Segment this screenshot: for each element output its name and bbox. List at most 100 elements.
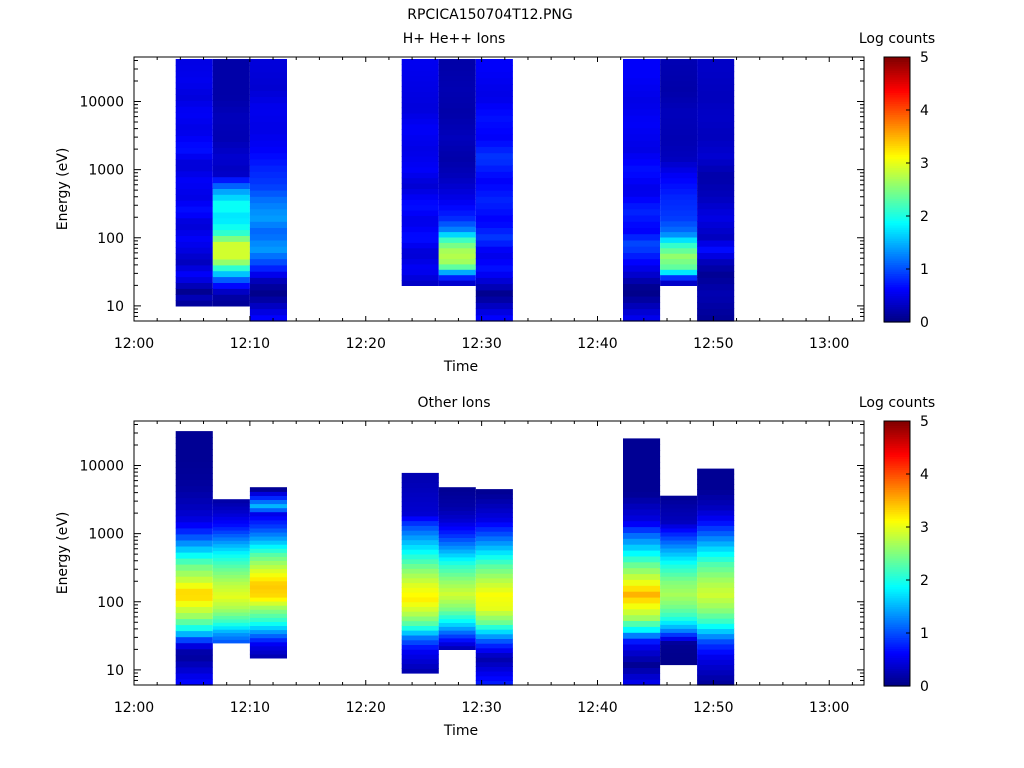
energy-bin bbox=[212, 129, 250, 137]
panel-2: 12:00 12:10 12:20 12:30 12:40 12:50 13:0010100… bbox=[55, 395, 935, 739]
energy-bin bbox=[175, 624, 213, 632]
colorbar-swatch bbox=[884, 134, 910, 138]
energy-bin bbox=[175, 258, 213, 266]
colorbar-swatch bbox=[884, 202, 910, 206]
energy-bin bbox=[401, 482, 439, 488]
energy-bin bbox=[475, 619, 513, 625]
energy-bin bbox=[401, 263, 439, 270]
y-tick-label: 10000 bbox=[79, 95, 124, 111]
energy-bin bbox=[175, 467, 213, 474]
colorbar-swatch bbox=[884, 504, 910, 508]
energy-bin bbox=[175, 497, 213, 505]
energy-bin bbox=[212, 135, 250, 142]
colorbar-swatch bbox=[884, 451, 910, 455]
energy-bin bbox=[175, 666, 213, 674]
colorbar-swatch bbox=[884, 644, 910, 647]
energy-bin bbox=[249, 605, 287, 610]
energy-bin bbox=[475, 493, 513, 500]
energy-bin bbox=[475, 271, 513, 278]
energy-bin bbox=[623, 246, 661, 253]
energy-bin bbox=[660, 209, 698, 216]
energy-bin bbox=[175, 217, 213, 225]
plot-frame bbox=[133, 56, 865, 322]
y-tick-label: 10000 bbox=[79, 459, 124, 475]
energy-bin bbox=[212, 594, 250, 599]
energy-bin bbox=[475, 638, 513, 644]
energy-bin bbox=[475, 489, 513, 495]
energy-bin bbox=[475, 246, 513, 253]
x-tick-label: 12:00 bbox=[114, 700, 154, 716]
energy-bin bbox=[475, 133, 513, 141]
colorbar-swatch bbox=[884, 90, 910, 93]
energy-bin bbox=[475, 239, 513, 247]
energy-bin bbox=[249, 544, 287, 549]
energy-bin bbox=[212, 235, 250, 242]
energy-bin bbox=[623, 620, 661, 627]
energy-bin bbox=[475, 146, 513, 154]
energy-bin bbox=[697, 65, 735, 73]
colorbar-swatch bbox=[884, 125, 910, 129]
energy-bin bbox=[660, 156, 698, 162]
energy-bin bbox=[475, 183, 513, 191]
energy-bin bbox=[175, 455, 213, 462]
colorbar-swatch bbox=[884, 524, 910, 528]
x-tick-label: 12:40 bbox=[577, 336, 617, 352]
colorbar-swatch bbox=[884, 132, 910, 135]
energy-bin bbox=[697, 127, 735, 135]
colorbar-swatch bbox=[884, 288, 910, 292]
energy-bin bbox=[175, 76, 213, 84]
colorbar-swatch bbox=[884, 271, 910, 275]
energy-bin bbox=[475, 121, 513, 129]
colorbar-swatch bbox=[884, 112, 910, 116]
colorbar-swatch bbox=[884, 471, 910, 475]
energy-bin bbox=[175, 527, 213, 535]
energy-bin bbox=[401, 236, 439, 243]
energy-bin bbox=[623, 152, 661, 160]
energy-bin bbox=[175, 558, 213, 565]
energy-bin bbox=[438, 258, 476, 265]
colorbar-swatch bbox=[884, 474, 910, 477]
energy-bin bbox=[212, 601, 250, 606]
energy-bin bbox=[438, 525, 476, 531]
energy-bin bbox=[475, 208, 513, 216]
energy-bin bbox=[175, 654, 213, 662]
colorbar-swatch bbox=[884, 489, 910, 493]
energy-bin bbox=[249, 523, 287, 529]
energy-bin bbox=[660, 247, 698, 254]
energy-bin bbox=[475, 540, 513, 546]
energy-bin bbox=[212, 200, 250, 207]
energy-bin bbox=[401, 75, 439, 82]
colorbar-swatch bbox=[884, 604, 910, 608]
energy-bin bbox=[401, 511, 439, 517]
energy-bin bbox=[475, 102, 513, 110]
energy-bin bbox=[438, 502, 476, 508]
energy-bin bbox=[401, 472, 439, 479]
energy-bin bbox=[438, 556, 476, 562]
colorbar-swatch bbox=[884, 540, 910, 544]
energy-bin bbox=[249, 653, 287, 659]
energy-bin bbox=[175, 147, 213, 154]
colorbar-swatch bbox=[884, 158, 910, 162]
energy-bin bbox=[175, 129, 213, 137]
energy-bin bbox=[623, 65, 661, 73]
energy-bin bbox=[401, 534, 439, 541]
energy-bin bbox=[697, 607, 735, 614]
energy-bin bbox=[401, 220, 439, 227]
colorbar-swatch bbox=[884, 81, 910, 85]
energy-bin bbox=[212, 82, 250, 90]
energy-bin bbox=[660, 193, 698, 200]
energy-bin bbox=[438, 579, 476, 585]
colorbar-label: Log counts bbox=[859, 395, 935, 411]
colorbar-swatch bbox=[884, 580, 910, 583]
energy-bin bbox=[175, 253, 213, 260]
energy-bin bbox=[438, 166, 476, 173]
colorbar-swatch bbox=[884, 491, 910, 495]
colorbar-swatch bbox=[884, 482, 910, 486]
energy-bin bbox=[697, 158, 735, 166]
energy-bin bbox=[249, 487, 287, 492]
energy-bin bbox=[660, 226, 698, 233]
energy-bin bbox=[249, 215, 287, 222]
colorbar-swatch bbox=[884, 456, 910, 460]
colorbar-swatch bbox=[884, 242, 910, 246]
colorbar-swatch bbox=[884, 628, 910, 632]
